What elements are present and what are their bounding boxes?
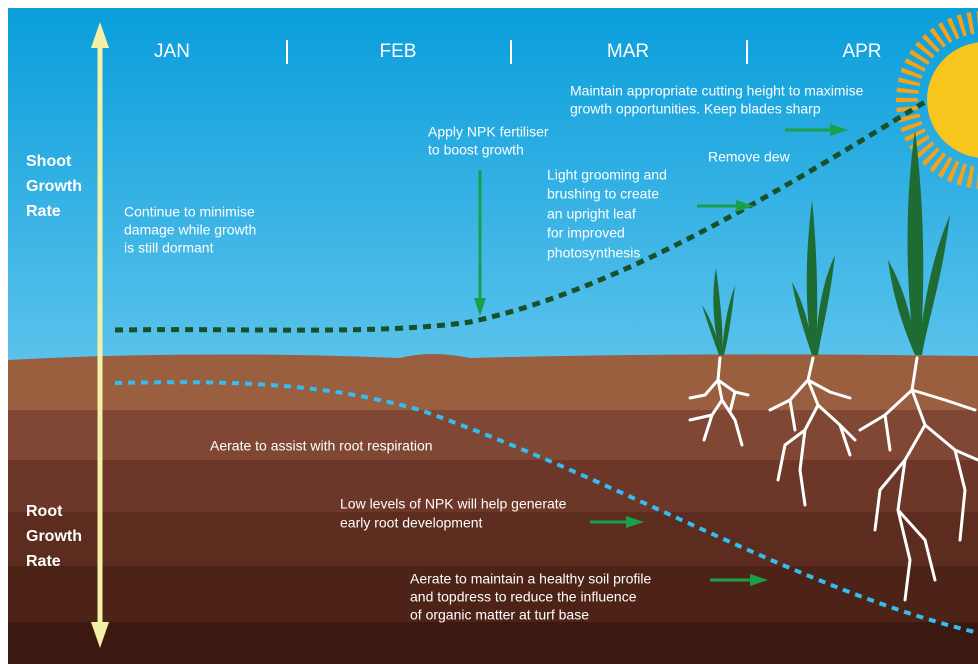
annotation-text: photosynthesis bbox=[547, 245, 640, 261]
month-label: APR bbox=[842, 41, 881, 62]
annotation-text: Light grooming and bbox=[547, 167, 667, 183]
annotation-text: brushing to create bbox=[547, 186, 659, 202]
month-label: MAR bbox=[607, 41, 649, 62]
annotation-text: Maintain appropriate cutting height to m… bbox=[570, 83, 864, 99]
annotation-text: Apply NPK fertiliser bbox=[428, 124, 549, 140]
annotation-text: Continue to minimise bbox=[124, 204, 255, 220]
diagram: JAN FEB MAR APR Shoot Growth Rate Root G… bbox=[0, 0, 978, 664]
annotation-text: of organic matter at turf base bbox=[410, 607, 589, 623]
annotation-text: damage while growth bbox=[124, 222, 256, 238]
soil-layer bbox=[8, 512, 978, 568]
month-label: JAN bbox=[154, 41, 190, 62]
annotation-text: to boost growth bbox=[428, 142, 524, 158]
axis-label: Rate bbox=[26, 203, 61, 220]
annotation-text: an upright leaf bbox=[547, 206, 636, 222]
annotation-text: growth opportunities. Keep blades sharp bbox=[570, 101, 821, 117]
annotation-text: Aerate to maintain a healthy soil profil… bbox=[410, 571, 651, 587]
axis-label: Shoot bbox=[26, 153, 72, 170]
month-label: FEB bbox=[380, 41, 417, 62]
axis-label: Root bbox=[26, 503, 63, 520]
soil-layer bbox=[8, 622, 978, 664]
annotation-text: early root development bbox=[340, 515, 483, 531]
axis-label: Growth bbox=[26, 528, 82, 545]
annotation-text: Aerate to assist with root respiration bbox=[210, 438, 433, 454]
axis-label: Growth bbox=[26, 178, 82, 195]
annotation-text: Low levels of NPK will help generate bbox=[340, 496, 567, 512]
axis-label: Rate bbox=[26, 553, 61, 570]
annotation-text: and topdress to reduce the influence bbox=[410, 589, 637, 605]
scene: JAN FEB MAR APR Shoot Growth Rate Root G… bbox=[8, 8, 978, 664]
annotation-text: for improved bbox=[547, 225, 625, 241]
annotation-text: is still dormant bbox=[124, 240, 214, 256]
annotation-text: Remove dew bbox=[708, 149, 791, 165]
